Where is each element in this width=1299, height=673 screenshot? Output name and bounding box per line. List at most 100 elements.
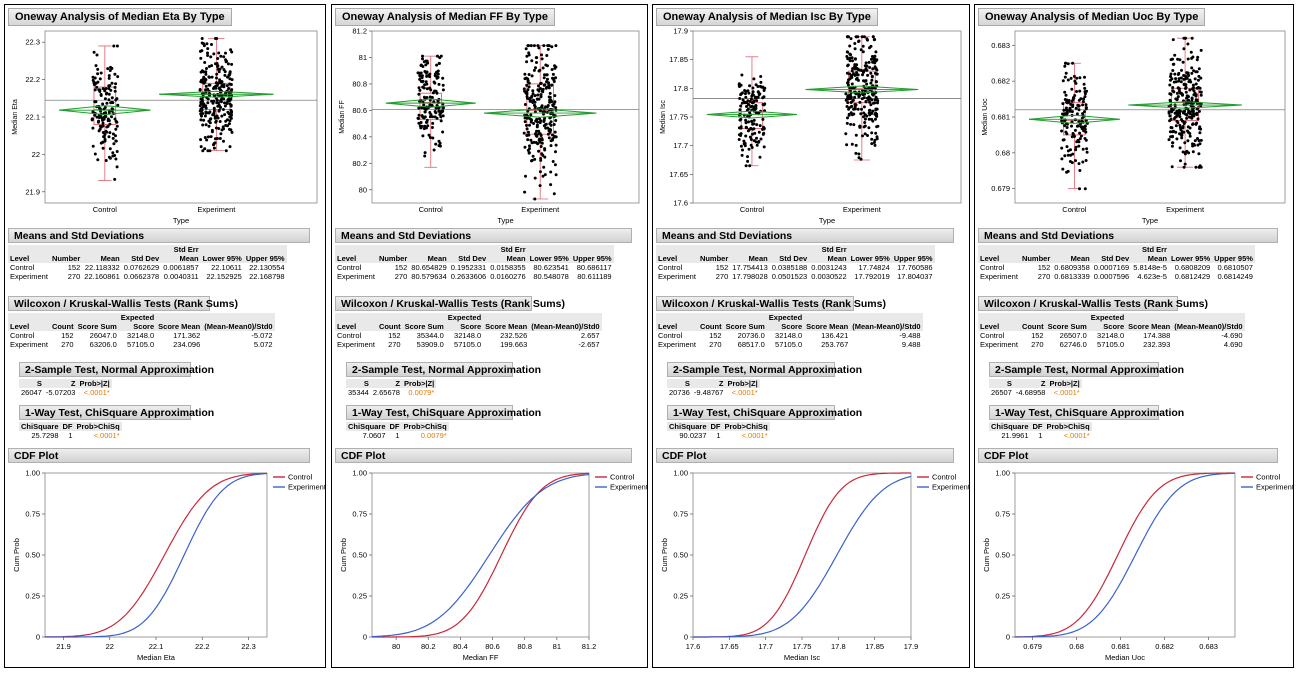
- panel-title[interactable]: Oneway Analysis of Median Eta By Type: [8, 8, 232, 26]
- data-point: [224, 51, 227, 55]
- data-point: [212, 93, 216, 97]
- y-tick-label: 0.683: [991, 41, 1010, 50]
- data-point: [230, 130, 234, 134]
- means-header-cell: [1091, 245, 1132, 254]
- panel-title[interactable]: Oneway Analysis of Median Isc By Type: [656, 8, 878, 26]
- data-point: [1074, 81, 1078, 85]
- means-cell: 152: [394, 263, 408, 272]
- data-point: [532, 140, 536, 144]
- data-point: [437, 139, 441, 143]
- data-point: [206, 51, 209, 55]
- panel-title[interactable]: Oneway Analysis of Median Uoc By Type: [978, 8, 1206, 26]
- data-point: [549, 123, 553, 127]
- data-point: [1195, 113, 1199, 117]
- data-point: [747, 91, 751, 95]
- data-point: [1170, 165, 1174, 169]
- data-point: [108, 69, 112, 72]
- data-point: [425, 82, 429, 86]
- data-point: [548, 116, 552, 120]
- panel-title[interactable]: Oneway Analysis of Median FF By Type: [335, 8, 555, 26]
- data-point: [854, 143, 858, 147]
- y-axis-title: Median Isc: [660, 100, 667, 134]
- data-point: [215, 76, 218, 80]
- wilcoxon-header-cell: [49, 313, 76, 322]
- means-cell: 17.804037: [897, 272, 933, 281]
- data-point: [549, 139, 553, 143]
- wilcoxon-header-cell: [978, 313, 1020, 322]
- twosample-section-header[interactable]: 2-Sample Test, Normal Approximation: [989, 362, 1184, 377]
- wilcoxon-header-cell: [1045, 313, 1089, 322]
- data-point: [94, 81, 98, 85]
- data-point: [850, 69, 854, 73]
- data-point: [1185, 149, 1189, 153]
- data-point: [849, 37, 853, 41]
- means-header-cell: Level: [8, 254, 50, 263]
- cdf-x-axis-title: Median Eta: [137, 653, 176, 662]
- data-point: [527, 53, 531, 57]
- means-header-cell: Level: [978, 254, 1020, 263]
- data-point: [744, 121, 748, 125]
- data-point: [1168, 99, 1172, 103]
- means-section-header[interactable]: Means and Std Deviations: [978, 228, 1278, 243]
- data-point: [850, 104, 854, 108]
- data-point: [1180, 133, 1184, 137]
- means-cell: 0.6814249: [1217, 272, 1253, 281]
- wilcoxon-cell: 2.657: [580, 331, 600, 340]
- data-point: [1190, 116, 1194, 120]
- data-point: [114, 157, 118, 161]
- data-point: [200, 41, 204, 45]
- data-point: [1180, 136, 1184, 140]
- means-header-cell: Mean: [161, 254, 201, 263]
- cdf-y-tick-label: 0.75: [352, 510, 367, 519]
- cdf-section-header[interactable]: CDF Plot: [978, 448, 1278, 463]
- twosample-section-header[interactable]: 2-Sample Test, Normal Approximation: [346, 362, 541, 377]
- data-point: [758, 155, 762, 159]
- data-point: [537, 69, 541, 73]
- cdf-x-tick-label: 17.65: [720, 642, 739, 651]
- data-point: [870, 112, 874, 115]
- means-cell: 0.6812429: [1174, 272, 1211, 281]
- wilcoxon-section-header[interactable]: Wilcoxon / Kruskal-Wallis Tests (Rank Su…: [335, 296, 565, 311]
- means-section-header[interactable]: Means and Std Deviations: [335, 228, 632, 243]
- data-point: [209, 135, 213, 139]
- means-header-cell: [409, 245, 449, 254]
- oneway-section-header[interactable]: 1-Way Test, ChiSquare Approximation: [989, 405, 1184, 420]
- data-point: [857, 152, 861, 156]
- oneway-section-header[interactable]: 1-Way Test, ChiSquare Approximation: [346, 405, 541, 420]
- data-point: [860, 35, 864, 39]
- wilcoxon-section-header[interactable]: Wilcoxon / Kruskal-Wallis Tests (Rank Su…: [656, 296, 886, 311]
- twosample-section-header[interactable]: 2-Sample Test, Normal Approximation: [19, 362, 214, 377]
- wilcoxon-header-cell: Score: [118, 322, 157, 331]
- data-point: [854, 35, 858, 39]
- twosample-section-header[interactable]: 2-Sample Test, Normal Approximation: [667, 362, 862, 377]
- oneway-section-header[interactable]: 1-Way Test, ChiSquare Approximation: [19, 405, 214, 420]
- oneway-cell: 1: [716, 431, 721, 440]
- data-point: [1187, 95, 1190, 99]
- data-point: [99, 71, 103, 75]
- data-point: [853, 95, 857, 99]
- cdf-section-header[interactable]: CDF Plot: [8, 448, 310, 463]
- data-point: [204, 123, 208, 127]
- means-cell: 80.623541: [533, 263, 569, 272]
- cdf-x-tick-label: 17.8: [831, 642, 846, 651]
- data-point: [215, 62, 219, 65]
- cdf-section-header[interactable]: CDF Plot: [656, 448, 954, 463]
- wilcoxon-section-header[interactable]: Wilcoxon / Kruskal-Wallis Tests (Rank Su…: [8, 296, 238, 311]
- data-point: [223, 104, 227, 108]
- means-header-cell: [8, 245, 50, 254]
- wilcoxon-header-cell: Expected: [118, 313, 157, 322]
- wilcoxon-cell: 270: [1031, 340, 1044, 349]
- cdf-section-header[interactable]: CDF Plot: [335, 448, 632, 463]
- oneway-section-header[interactable]: 1-Way Test, ChiSquare Approximation: [667, 405, 862, 420]
- means-section-header[interactable]: Means and Std Deviations: [8, 228, 310, 243]
- data-point: [1173, 72, 1177, 76]
- wilcoxon-section-header[interactable]: Wilcoxon / Kruskal-Wallis Tests (Rank Su…: [978, 296, 1208, 311]
- means-section-header[interactable]: Means and Std Deviations: [656, 228, 954, 243]
- data-point: [753, 131, 757, 135]
- data-point: [745, 105, 748, 108]
- oneway-plot: 80 80.2 80.4 80.6 80.8 81 81.2 Median FF Control…: [339, 27, 640, 225]
- means-header-cell: Level: [656, 254, 698, 263]
- data-point: [1167, 111, 1171, 115]
- data-point: [527, 151, 531, 155]
- data-point: [108, 156, 112, 160]
